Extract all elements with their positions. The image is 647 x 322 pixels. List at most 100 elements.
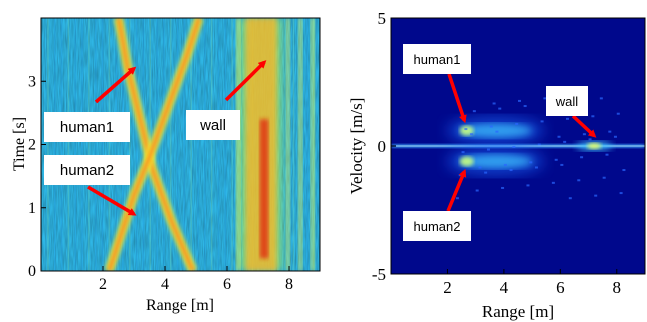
speckle: [492, 102, 496, 105]
texture-streak: [129, 18, 131, 271]
zero-velocity-core: [391, 145, 645, 147]
speckle: [560, 163, 564, 166]
annotation-box: [186, 110, 240, 140]
annotation-box: [44, 155, 130, 185]
speckle: [543, 97, 547, 100]
annotation-label: wall: [555, 94, 579, 109]
speckle: [455, 197, 459, 200]
annotation-label: wall: [199, 117, 226, 134]
axis-ticks: 2 4 6 8 0 1 2 3: [28, 73, 293, 293]
speckle: [537, 143, 541, 146]
speckle: [616, 112, 620, 115]
x-axis-label: Range [m]: [482, 302, 554, 321]
speckle: [518, 99, 521, 102]
speckle: [484, 171, 488, 174]
texture-streak: [101, 18, 104, 271]
texture-streak: [224, 18, 227, 271]
annotations: human1 human2 wall: [44, 60, 267, 216]
annotation-label: human2: [414, 219, 461, 234]
annotation-box: [546, 86, 588, 116]
speckle: [565, 117, 569, 120]
texture-streak: [204, 18, 206, 271]
speckle: [568, 197, 572, 200]
y-axis-label: Time [s]: [11, 117, 28, 171]
speckle: [503, 163, 507, 166]
human2-blob: [458, 154, 533, 169]
x-tick-label: 6: [556, 278, 565, 297]
speckle: [486, 148, 490, 151]
wall-streak: [298, 18, 303, 271]
y-tick-label: 5: [378, 9, 387, 28]
texture-streak: [135, 18, 138, 271]
texture-streak: [176, 18, 179, 271]
speckle: [534, 166, 538, 169]
annotations: human1 human2 wall: [403, 44, 597, 241]
texture-streak: [81, 18, 83, 271]
x-tick-label: 6: [223, 276, 231, 293]
human1-peak: [459, 125, 474, 136]
x-tick-label: 4: [161, 276, 169, 293]
range-time-heatmap: 2 4 6 8 0 1 2 3 Range [m] Time [s] human1 human2…: [11, 17, 321, 314]
speckle: [526, 184, 530, 187]
annotation-box: [44, 112, 130, 142]
texture-streak: [306, 18, 308, 271]
speckle: [613, 135, 617, 138]
speckle: [591, 115, 595, 118]
speckle: [608, 130, 612, 133]
y-tick-label: 2: [28, 137, 36, 154]
x-tick-label: 8: [613, 278, 622, 297]
speckle: [599, 97, 603, 100]
x-tick-label: 2: [99, 276, 107, 293]
speckle: [557, 135, 561, 138]
wall-peak: [587, 143, 602, 149]
annotation-label: human1: [60, 119, 114, 136]
texture-streak: [163, 18, 165, 271]
wall-band-core: [259, 119, 269, 259]
speckle: [551, 181, 555, 184]
texture-streak: [67, 18, 70, 271]
range-velocity-heatmap: 2 4 6 8 -5 0 5 Range [m] Velocity [m/s] human1…: [347, 9, 646, 321]
annotation-human2: human2: [44, 155, 137, 216]
annotation-arrow: [87, 185, 137, 216]
speckle: [515, 122, 519, 125]
speckle: [498, 107, 502, 110]
texture-streak: [88, 18, 90, 271]
speckle: [563, 140, 567, 143]
y-tick-label: 3: [28, 73, 36, 90]
annotation-arrow: [94, 66, 137, 104]
speckle: [478, 166, 482, 169]
speckle: [588, 138, 592, 141]
texture-streak: [94, 18, 97, 271]
x-tick-label: 4: [500, 278, 509, 297]
human2-track: [107, 18, 202, 271]
speckle: [464, 128, 468, 131]
annotation-arrow: [447, 73, 467, 124]
annotation-human2: human2: [403, 168, 471, 241]
speckle: [580, 156, 584, 159]
texture-streak: [47, 18, 49, 271]
y-tick-label: -5: [372, 265, 386, 284]
texture-streak: [115, 18, 117, 271]
speckle: [540, 120, 544, 123]
texture-streak: [190, 18, 192, 271]
annotation-human1: human1: [403, 44, 471, 124]
texture-streak: [217, 18, 220, 271]
annotation-box: [403, 44, 471, 74]
y-axis-label: Velocity [m/s]: [347, 98, 366, 195]
heatmap-features: [391, 97, 645, 200]
heatmap-features: [47, 18, 315, 271]
annotation-box: [403, 211, 471, 241]
y-tick-label: 0: [28, 263, 36, 280]
speckle: [582, 133, 586, 136]
annotation-arrow: [224, 60, 267, 102]
speckle: [622, 169, 626, 172]
speckle: [594, 194, 598, 197]
texture-streak: [292, 18, 295, 271]
speckle: [512, 146, 516, 148]
annotation-arrow: [571, 114, 597, 138]
annotation-human1: human1: [44, 66, 137, 142]
wall-streak: [285, 18, 290, 271]
annotation-wall: wall: [546, 86, 597, 138]
annotation-arrow: [446, 168, 467, 212]
